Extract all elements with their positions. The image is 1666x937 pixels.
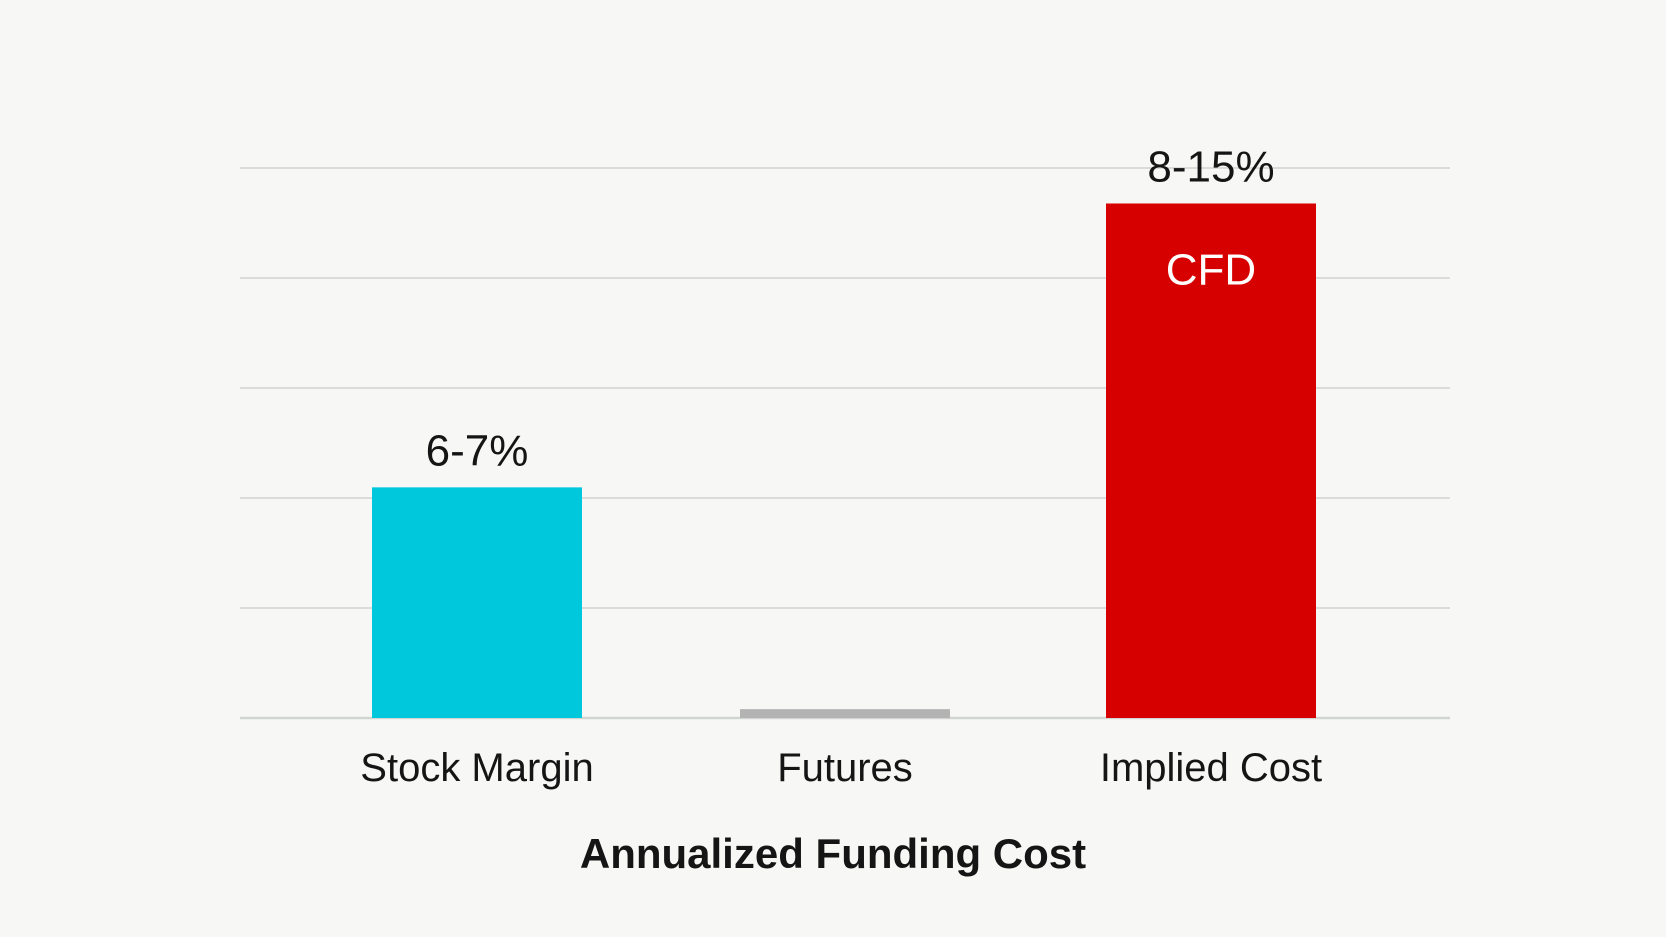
bar-implied-cost: [1106, 203, 1316, 718]
bar-inner-label: CFD: [1166, 245, 1256, 294]
x-tick-label: Futures: [777, 746, 913, 790]
data-label: 8-15%: [1147, 142, 1274, 191]
data-label: 6-7%: [426, 426, 529, 475]
x-axis-title: Annualized Funding Cost: [580, 830, 1086, 877]
bars: [372, 203, 1316, 718]
labels: Stock Margin 6-7% Futures Implied Cost 8-15%…: [360, 142, 1322, 790]
x-tick-label: Implied Cost: [1100, 746, 1322, 790]
x-tick-label: Stock Margin: [360, 746, 593, 790]
bar-stock-margin: [372, 487, 582, 718]
bar-futures: [740, 709, 950, 718]
